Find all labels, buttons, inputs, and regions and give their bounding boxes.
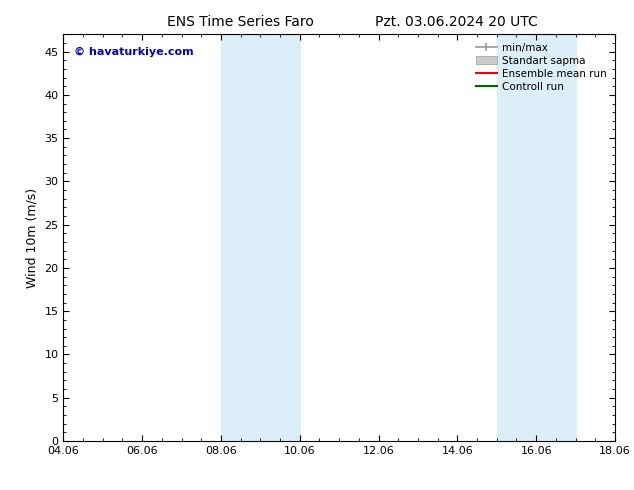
Text: Pzt. 03.06.2024 20 UTC: Pzt. 03.06.2024 20 UTC	[375, 15, 538, 29]
Bar	[221, 34, 300, 441]
Text: © havaturkiye.com: © havaturkiye.com	[74, 47, 194, 56]
Bar	[497, 34, 576, 441]
Text: ENS Time Series Faro: ENS Time Series Faro	[167, 15, 314, 29]
Y-axis label: Wind 10m (m/s): Wind 10m (m/s)	[26, 188, 39, 288]
Legend: min/max, Standart sapma, Ensemble mean run, Controll run: min/max, Standart sapma, Ensemble mean r…	[473, 40, 610, 95]
